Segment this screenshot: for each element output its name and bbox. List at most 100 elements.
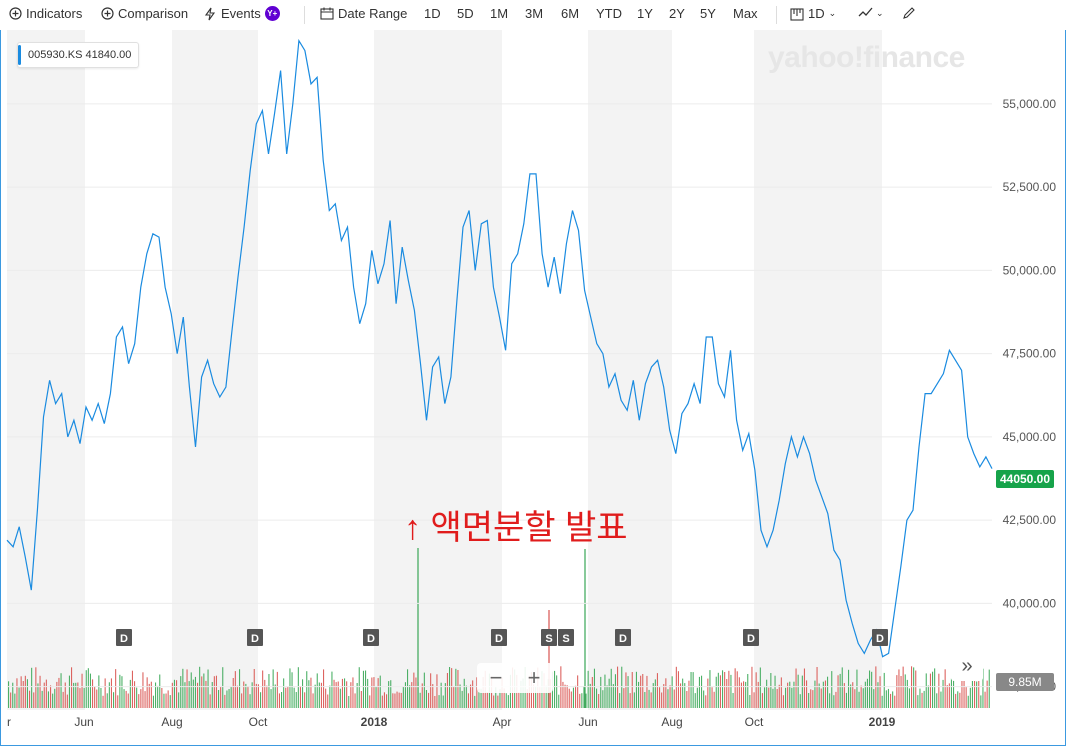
zoom-controls: − + — [477, 663, 553, 693]
event-marker-label: D — [876, 633, 884, 645]
event-marker-box — [541, 629, 557, 646]
volume-bar — [287, 686, 289, 708]
volume-bar — [285, 687, 287, 708]
volume-bar — [180, 676, 182, 708]
volume-bar — [113, 692, 115, 708]
range-1d-button[interactable]: 1D — [424, 6, 441, 21]
volume-bar — [837, 675, 839, 708]
range-1m-button[interactable]: 1M — [490, 6, 509, 21]
x-tick-label: Jun — [578, 715, 597, 729]
zoom-in-button[interactable]: + — [527, 665, 541, 690]
volume-bar — [121, 676, 123, 708]
events-button[interactable]: Events Y+ — [203, 6, 280, 21]
range-6m-button[interactable]: 6M — [561, 6, 580, 21]
range-3m-button[interactable]: 3M — [525, 6, 544, 21]
volume-bar — [392, 693, 394, 708]
volume-bar — [661, 692, 663, 708]
volume-bar — [593, 668, 595, 708]
volume-bar — [785, 687, 787, 708]
comparison-button[interactable]: Comparison — [100, 6, 188, 21]
range-ytd-button[interactable]: YTD — [596, 6, 622, 21]
volume-bar — [423, 672, 425, 708]
volume-bar — [518, 692, 520, 708]
scroll-right-button[interactable]: » — [951, 651, 983, 681]
volume-bar — [940, 691, 942, 708]
range-1y-button[interactable]: 1Y — [637, 6, 653, 21]
volume-bar — [362, 670, 364, 708]
volume-bar — [222, 667, 224, 708]
indicators-button[interactable]: Indicators — [8, 6, 82, 21]
volume-bar — [873, 689, 875, 708]
event-marker-box — [247, 629, 263, 646]
volume-bar — [75, 682, 77, 708]
volume-bar — [129, 679, 131, 708]
volume-bar — [936, 693, 938, 708]
ticker-legend[interactable]: 005930.KS 41840.00 — [17, 42, 140, 68]
volume-bar — [136, 687, 138, 708]
range-5d-button[interactable]: 5D — [457, 6, 474, 21]
volume-bar — [339, 688, 341, 708]
split-marker: S — [558, 629, 574, 646]
volume-bar — [434, 696, 436, 708]
volume-bar — [52, 693, 54, 708]
volume-bar — [192, 679, 194, 708]
chart-type-select[interactable]: ⌄ — [858, 6, 884, 20]
volume-bar — [10, 692, 12, 708]
volume-bar — [131, 670, 133, 708]
zoom-out-button[interactable]: − — [489, 665, 503, 690]
volume-bar — [986, 680, 988, 708]
volume-bar — [108, 682, 110, 708]
volume-bar — [631, 672, 633, 708]
month-band — [374, 30, 502, 710]
price-chart[interactable]: 37,500.0040,000.0042,500.0045,000.0047,5… — [0, 30, 1066, 746]
volume-bar — [942, 679, 944, 708]
volume-bar — [810, 689, 812, 708]
range-max-button[interactable]: Max — [733, 6, 758, 21]
volume-bar — [871, 671, 873, 708]
range-5y-button[interactable]: 5Y — [700, 6, 716, 21]
volume-bar — [377, 678, 379, 708]
volume-bar — [820, 688, 822, 708]
volume-bar — [100, 688, 102, 708]
volume-bar — [281, 692, 283, 708]
volume-bar — [751, 666, 753, 708]
volume-bar — [730, 674, 732, 708]
volume-bar — [965, 687, 967, 708]
volume-bar — [568, 688, 570, 708]
volume-bar — [297, 667, 299, 708]
volume-bar — [770, 673, 772, 708]
volume-bar — [157, 685, 159, 708]
volume-bar — [243, 681, 245, 708]
date-range-button[interactable]: Date Range — [320, 6, 407, 21]
lightning-icon — [203, 7, 217, 21]
volume-bar — [247, 686, 249, 708]
volume-bar — [45, 679, 47, 708]
volume-bar — [841, 667, 843, 708]
volume-bar — [782, 695, 784, 708]
event-marker-label: D — [619, 633, 627, 645]
event-marker-label: S — [545, 633, 552, 645]
volume-bar — [304, 692, 306, 708]
plus-circle-icon — [8, 6, 22, 21]
dividend-marker: D — [872, 629, 888, 646]
volume-bar — [381, 695, 383, 708]
volume-bar — [703, 690, 705, 708]
volume-bar — [690, 672, 692, 708]
draw-tool-button[interactable] — [902, 6, 916, 20]
interval-select[interactable]: 1D ⌄ — [790, 6, 836, 21]
volume-bar — [449, 667, 451, 708]
volume-bar — [266, 685, 268, 708]
range-2y-button[interactable]: 2Y — [669, 6, 685, 21]
volume-bar — [814, 680, 816, 708]
volume-bar — [589, 683, 591, 708]
dividend-marker: D — [491, 629, 507, 646]
volume-bar — [245, 683, 247, 708]
volume-bar — [119, 674, 121, 708]
volume-bar — [646, 675, 648, 708]
volume-bar — [904, 674, 906, 708]
volume-bar — [503, 688, 505, 708]
volume-bar — [197, 682, 199, 708]
volume-bar — [749, 695, 751, 708]
volume-bar — [988, 669, 990, 708]
volume-bar — [843, 683, 845, 708]
